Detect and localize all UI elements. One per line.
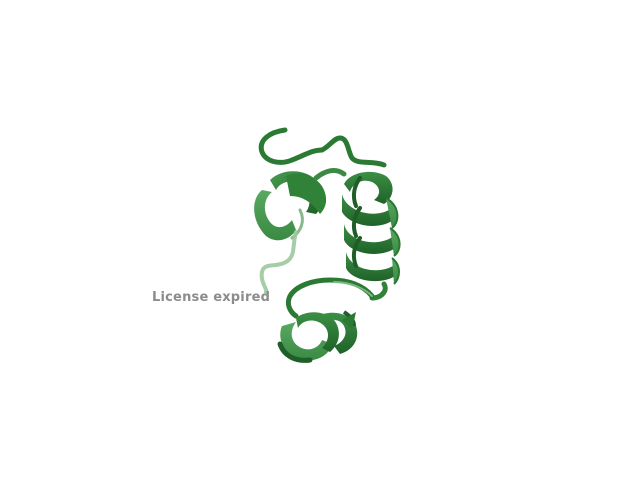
helix-left xyxy=(254,168,347,241)
loop-top xyxy=(319,135,387,168)
helix-bottom xyxy=(277,310,358,363)
license-watermark: License expired xyxy=(152,290,271,305)
loop-back-left xyxy=(259,230,298,294)
loop-middle xyxy=(285,277,375,319)
loop-n-terminus xyxy=(258,127,325,165)
protein-cartoon[interactable] xyxy=(254,127,401,363)
loop-middle-highlight xyxy=(333,281,373,297)
helix-right xyxy=(342,171,401,301)
